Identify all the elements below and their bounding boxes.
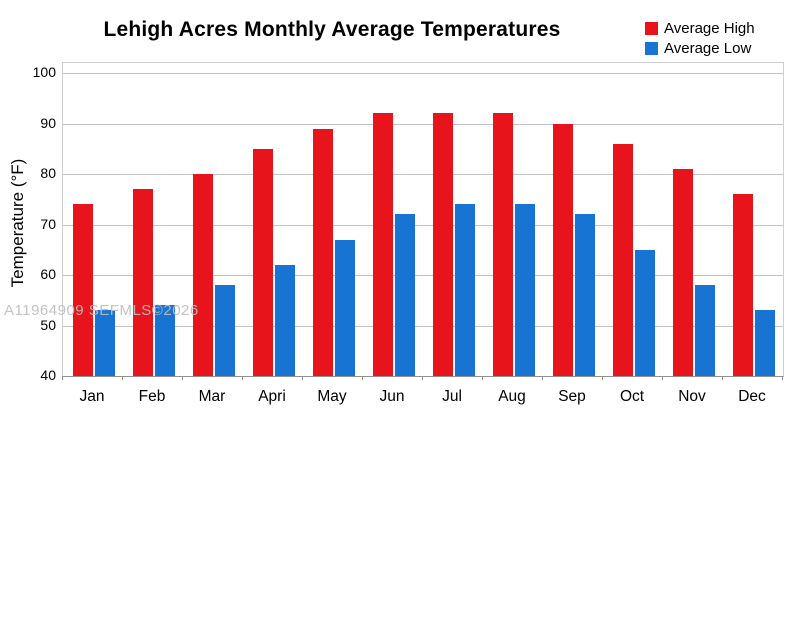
bar-average-low-jul	[455, 204, 475, 376]
x-label-jun: Jun	[379, 388, 405, 405]
bar-average-low-apri	[275, 264, 295, 376]
y-tick-label-60: 60	[40, 266, 56, 282]
bar-average-high-apri	[253, 148, 273, 376]
gridline-80	[63, 174, 783, 175]
x-axis-tick	[482, 376, 483, 380]
y-tick-label-90: 90	[40, 114, 56, 131]
x-axis-tick	[242, 376, 243, 380]
bar-average-low-jun	[395, 214, 415, 376]
legend-label-average-low: Average Low	[664, 39, 752, 57]
bar-average-low-mar	[215, 285, 235, 376]
watermark: A11964909 SEFMLS©2026	[4, 302, 199, 319]
chart-title: Lehigh Acres Monthly Average Temperature…	[103, 18, 561, 41]
bar-average-low-nov	[695, 285, 715, 376]
average-high-swatch-icon	[645, 21, 658, 35]
x-axis-tick	[722, 376, 723, 380]
bar-average-low-sep	[575, 214, 595, 376]
legend-item-average-low: Average Low	[645, 38, 755, 58]
plot-area	[62, 62, 784, 377]
y-tick-label-80: 80	[40, 165, 56, 181]
legend-label-average-high: Average High	[664, 19, 755, 37]
x-axis-tick	[542, 376, 543, 380]
bar-average-high-oct	[613, 143, 633, 376]
bar-average-high-feb	[133, 189, 153, 376]
y-tick-label-70: 70	[40, 215, 56, 232]
x-label-aug: Aug	[498, 388, 526, 405]
average-low-swatch-icon	[645, 41, 658, 55]
bar-average-high-nov	[673, 169, 693, 376]
x-axis-tick	[782, 376, 783, 380]
x-label-nov: Nov	[678, 388, 706, 405]
x-label-jan: Jan	[79, 388, 105, 405]
bar-average-high-may	[313, 128, 333, 376]
x-axis-tick	[362, 376, 363, 380]
x-label-may: May	[317, 388, 347, 405]
bar-average-high-dec	[733, 194, 753, 376]
legend: Average High Average Low	[645, 18, 755, 58]
x-axis-tick	[122, 376, 123, 380]
gridline-60	[63, 275, 783, 276]
x-axis-tick	[302, 376, 303, 380]
gridline-100	[63, 73, 783, 74]
x-axis-tick	[182, 376, 183, 380]
bar-average-low-may	[335, 239, 355, 376]
bar-average-low-jan	[95, 310, 115, 376]
x-label-dec: Dec	[738, 388, 766, 405]
x-label-mar: Mar	[198, 388, 226, 405]
bar-average-high-jun	[373, 113, 393, 376]
gridline-50	[63, 325, 783, 327]
bar-average-high-sep	[553, 123, 573, 376]
y-tick-label-100: 100	[32, 64, 56, 80]
bar-average-high-jul	[433, 113, 453, 376]
x-label-feb: Feb	[138, 388, 166, 405]
x-axis-tick	[422, 376, 423, 380]
y-tick-label-50: 50	[40, 316, 56, 333]
bar-average-low-dec	[755, 310, 775, 376]
gridline-70	[63, 224, 783, 226]
x-label-oct: Oct	[619, 388, 645, 405]
gridline-90	[63, 123, 783, 125]
bar-average-high-mar	[193, 174, 213, 376]
x-axis-tick	[62, 376, 63, 380]
legend-item-average-high: Average High	[645, 18, 755, 38]
bar-average-low-aug	[515, 204, 535, 376]
x-axis-tick	[662, 376, 663, 380]
x-label-jul: Jul	[442, 388, 462, 405]
y-tick-label-40: 40	[40, 367, 56, 383]
bar-average-low-feb	[155, 305, 175, 376]
x-axis-tick	[602, 376, 603, 380]
bar-average-low-oct	[635, 249, 655, 376]
bar-average-high-aug	[493, 113, 513, 376]
x-label-apri: Apri	[258, 388, 286, 405]
x-label-sep: Sep	[558, 388, 586, 405]
bar-average-high-jan	[73, 204, 93, 376]
